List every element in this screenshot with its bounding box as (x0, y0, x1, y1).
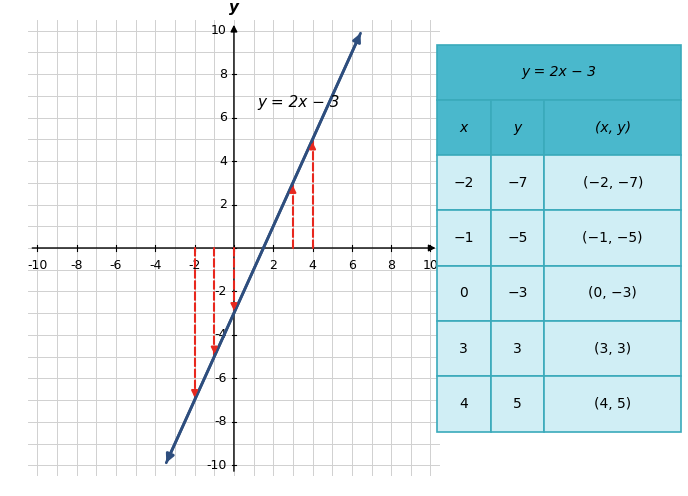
FancyBboxPatch shape (544, 376, 681, 432)
FancyBboxPatch shape (437, 321, 491, 376)
FancyBboxPatch shape (437, 266, 491, 321)
FancyBboxPatch shape (544, 210, 681, 266)
Text: 3: 3 (513, 342, 522, 356)
FancyBboxPatch shape (437, 45, 681, 100)
Text: -2: -2 (215, 285, 227, 298)
Text: -8: -8 (215, 415, 227, 429)
FancyBboxPatch shape (491, 266, 544, 321)
FancyBboxPatch shape (491, 321, 544, 376)
FancyBboxPatch shape (491, 155, 544, 210)
Text: 2: 2 (219, 198, 227, 211)
Text: −2: −2 (453, 176, 474, 190)
FancyBboxPatch shape (437, 210, 491, 266)
Text: 6: 6 (348, 259, 356, 272)
Text: x: x (443, 241, 453, 255)
Text: -10: -10 (27, 259, 47, 272)
FancyBboxPatch shape (544, 266, 681, 321)
FancyBboxPatch shape (437, 155, 491, 210)
Text: 4: 4 (219, 155, 227, 168)
Text: 3: 3 (460, 342, 468, 356)
Text: 4: 4 (460, 397, 468, 411)
Text: (4, 5): (4, 5) (594, 397, 632, 411)
Text: y: y (229, 0, 239, 15)
Text: 10: 10 (211, 24, 227, 37)
Text: 10: 10 (422, 259, 438, 272)
FancyBboxPatch shape (491, 210, 544, 266)
Text: -6: -6 (110, 259, 122, 272)
Text: 6: 6 (219, 111, 227, 124)
FancyBboxPatch shape (544, 155, 681, 210)
FancyBboxPatch shape (544, 321, 681, 376)
Text: −3: −3 (507, 286, 528, 301)
Text: 0: 0 (460, 286, 468, 301)
FancyBboxPatch shape (544, 100, 681, 155)
Text: -10: -10 (206, 459, 227, 472)
FancyBboxPatch shape (491, 376, 544, 432)
Text: (x, y): (x, y) (594, 121, 631, 134)
Text: 2: 2 (269, 259, 277, 272)
Text: −1: −1 (453, 231, 474, 245)
Text: -4: -4 (215, 328, 227, 341)
Text: −7: −7 (507, 176, 528, 190)
Text: (0, −3): (0, −3) (588, 286, 637, 301)
Text: 8: 8 (387, 259, 395, 272)
Text: 5: 5 (513, 397, 522, 411)
FancyBboxPatch shape (491, 100, 544, 155)
Text: -8: -8 (70, 259, 83, 272)
Text: x: x (460, 121, 468, 134)
Text: y = 2x − 3: y = 2x − 3 (257, 95, 340, 110)
Text: 8: 8 (219, 67, 227, 81)
FancyBboxPatch shape (437, 100, 491, 155)
Text: (3, 3): (3, 3) (594, 342, 632, 356)
Text: −5: −5 (507, 231, 528, 245)
Text: y: y (513, 121, 522, 134)
Text: y = 2x − 3: y = 2x − 3 (522, 65, 596, 79)
Text: (−2, −7): (−2, −7) (583, 176, 643, 190)
FancyBboxPatch shape (437, 376, 491, 432)
Text: -4: -4 (149, 259, 162, 272)
Text: -6: -6 (215, 372, 227, 385)
Text: (−1, −5): (−1, −5) (583, 231, 643, 245)
Text: 4: 4 (309, 259, 316, 272)
Text: -2: -2 (189, 259, 201, 272)
